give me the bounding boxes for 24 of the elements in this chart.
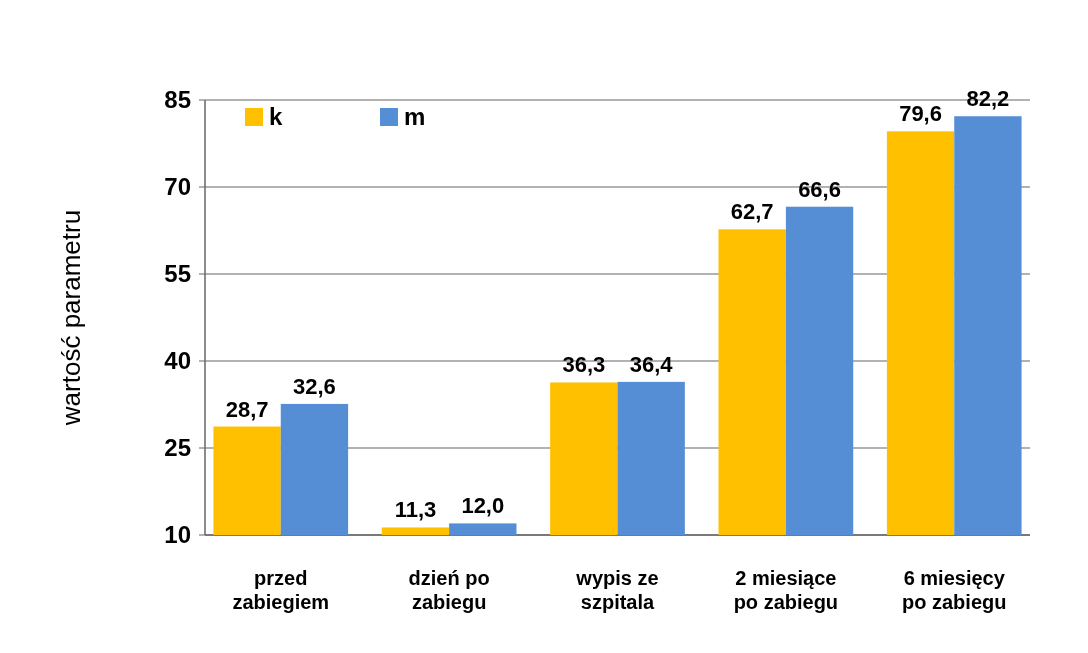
data-label: 36,3 xyxy=(562,352,606,378)
y-axis-title: wartość parametru xyxy=(56,209,86,427)
x-tick-label: przed zabiegiem xyxy=(232,567,330,613)
y-tick-label: 25 xyxy=(164,434,191,462)
x-tick-label: 6 miesięcy po zabiegu xyxy=(902,567,1007,613)
data-label: 36,4 xyxy=(629,351,674,377)
data-label: 62,7 xyxy=(730,199,774,225)
data-label: 11,3 xyxy=(394,497,437,523)
y-tick-label: 85 xyxy=(164,86,191,114)
legend-label: m xyxy=(404,103,426,130)
x-tick-label: dzień po zabiegu xyxy=(408,567,490,613)
x-tick-label: wypis ze szpitala xyxy=(575,567,659,613)
y-tick-label: 40 xyxy=(164,347,191,375)
data-label: 82,2 xyxy=(966,86,1010,112)
y-tick-label: 10 xyxy=(164,521,191,549)
y-tick-label: 70 xyxy=(164,173,191,201)
data-label: 66,6 xyxy=(798,176,841,202)
data-label: 32,6 xyxy=(293,373,336,399)
y-tick-label: 55 xyxy=(164,260,191,288)
data-label: 28,7 xyxy=(225,396,269,422)
data-label: 12,0 xyxy=(461,493,505,519)
data-label: 79,6 xyxy=(899,101,942,127)
x-tick-label: 2 miesiące po zabiegu xyxy=(733,567,839,613)
legend-label: k xyxy=(269,103,283,130)
